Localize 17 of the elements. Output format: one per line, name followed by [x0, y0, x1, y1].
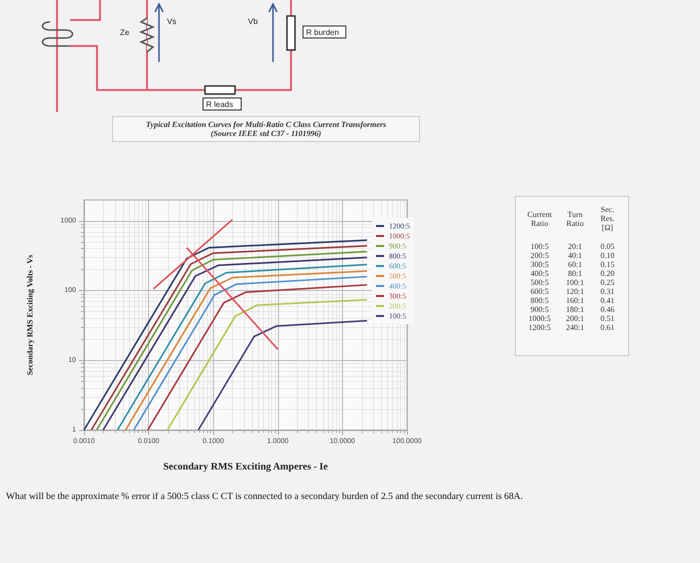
x-axis-title: Secondary RMS Exciting Amperes - Ie — [163, 462, 328, 472]
text: 900:5 180:1 0.46 — [530, 305, 614, 314]
text: 300:5 60:1 0.15 — [530, 260, 614, 269]
text: Current Ratio Turn Ratio Sec. Res. [Ω] — [527, 205, 614, 232]
chart-title: Typical Excitation Curves for Multi-Ratio C Class Current Transformers — [144, 120, 388, 129]
text: 100:5 20:1 0.05 — [530, 242, 614, 251]
text: 1200:5 240:1 0.61 — [528, 323, 614, 332]
text: 200:5 40:1 0.10 — [530, 251, 614, 260]
text: 600:5 120:1 0.31 — [530, 287, 614, 296]
circuit-diagram: Ze Vs Vb R burden R leads — [0, 0, 400, 112]
text: 500:5 100:1 0.25 — [530, 278, 614, 287]
chart-subtitle: (Source IEEE std C37 - 1101996) — [210, 129, 322, 138]
text: 1000:5 200:1 0.51 — [528, 314, 614, 323]
text: 800:5 160:1 0.41 — [530, 296, 614, 305]
text: What will be the approximate % error if a 500:5 class C CT is connected to a secondary burden of 2.5 and the secondary current is 68A. — [6, 492, 524, 502]
text: 400:5 80:1 0.20 — [530, 269, 614, 278]
y-axis-title: Secondary RMS Exciting Volts - Vs — [26, 254, 34, 376]
